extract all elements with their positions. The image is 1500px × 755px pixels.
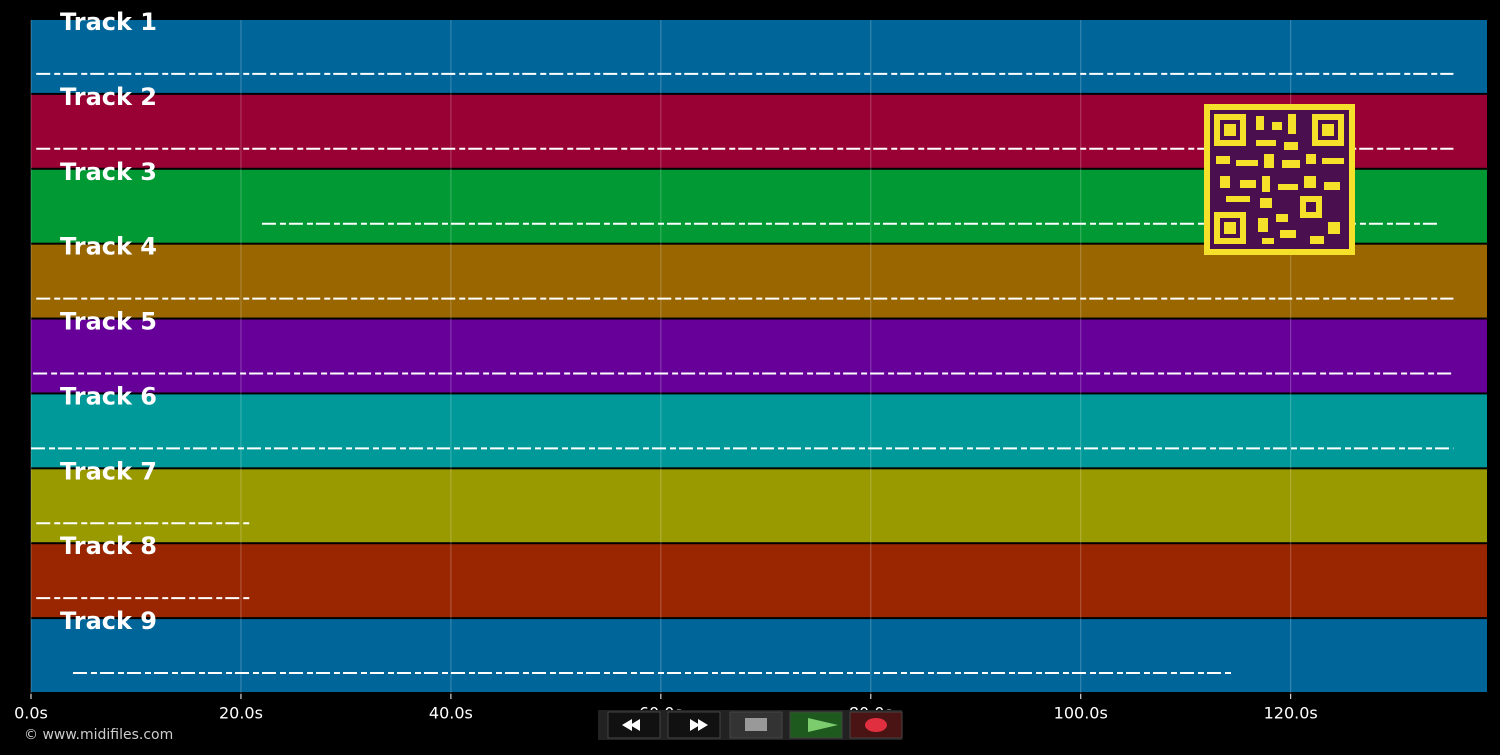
x-tick-label: 100.0s: [1054, 704, 1108, 723]
track-band: [31, 244, 1487, 318]
track-band: [31, 619, 1487, 692]
track-label: Track 8: [60, 532, 157, 560]
qr-code: [1204, 104, 1355, 255]
player-controls: [598, 710, 903, 740]
x-tick-label: 120.0s: [1264, 704, 1318, 723]
track-label: Track 9: [60, 607, 157, 635]
x-tick-label: 0.0s: [14, 704, 48, 723]
track-label: Track 7: [60, 457, 157, 485]
track-band: [31, 544, 1487, 618]
stop-button[interactable]: [729, 711, 783, 739]
track-label: Track 1: [60, 8, 157, 36]
forward-button[interactable]: [667, 711, 721, 739]
credit: © www.midifiles.com: [24, 727, 173, 743]
x-tick-label: 40.0s: [429, 704, 473, 723]
track-band: [31, 20, 1487, 93]
rewind-button[interactable]: [607, 711, 661, 739]
track-label: Track 6: [60, 382, 157, 410]
qr-pattern: [1214, 114, 1344, 244]
track-label: Track 5: [60, 308, 157, 336]
track-label: Track 4: [60, 233, 157, 261]
track-label: Track 2: [60, 83, 157, 111]
x-tick-label: 20.0s: [219, 704, 263, 723]
track-band: [31, 319, 1487, 393]
track-band: [31, 469, 1487, 543]
track-band: [31, 394, 1487, 468]
record-button[interactable]: [849, 711, 903, 739]
track-label: Track 3: [60, 158, 157, 186]
play-button[interactable]: [789, 711, 843, 739]
